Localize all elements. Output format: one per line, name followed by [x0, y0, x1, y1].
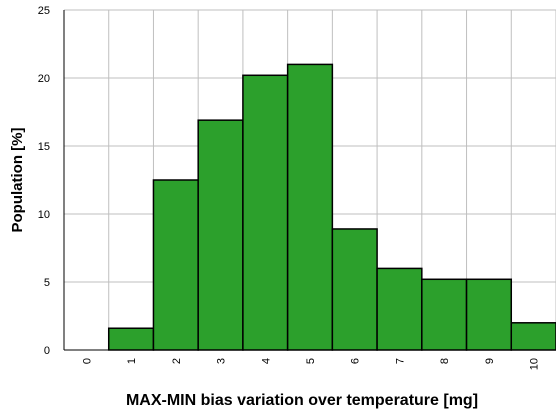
x-tick-label: 8: [439, 358, 451, 364]
y-tick-label: 0: [44, 345, 50, 357]
x-tick-label: 10: [529, 358, 541, 370]
axes: [63, 10, 556, 351]
y-tick-labels: 0 5 10 15 20 25: [38, 5, 50, 357]
y-tick-label: 20: [38, 73, 50, 85]
x-tick-label: 4: [260, 358, 272, 364]
bar: [331, 228, 378, 351]
bars: [107, 63, 556, 351]
bar: [465, 278, 513, 351]
bar: [242, 74, 289, 351]
x-axis-title: MAX-MIN bias variation over temperature …: [126, 392, 478, 409]
x-tick-label: 7: [394, 358, 406, 364]
x-tick-label: 0: [81, 358, 93, 364]
x-tick-label: 9: [484, 358, 496, 364]
y-tick-label: 25: [38, 5, 50, 17]
bar: [197, 119, 244, 351]
x-tick-label: 3: [216, 358, 228, 364]
bar: [286, 63, 334, 351]
x-tick-label: 2: [171, 358, 183, 364]
bar: [152, 179, 199, 351]
y-axis-title: Population [%]: [9, 128, 26, 233]
bar: [510, 322, 556, 351]
x-tick-label: 5: [305, 358, 317, 364]
y-tick-label: 5: [44, 277, 50, 289]
bar: [421, 278, 468, 351]
x-tick-labels: 0 1 2 3 4 5 6 7 8 9 10: [81, 358, 540, 370]
y-tick-label: 10: [38, 209, 50, 221]
y-tick-label: 15: [38, 141, 50, 153]
bar: [107, 327, 155, 351]
x-tick-label: 1: [126, 358, 138, 364]
bar: [376, 267, 423, 351]
x-tick-label: 6: [350, 358, 362, 364]
